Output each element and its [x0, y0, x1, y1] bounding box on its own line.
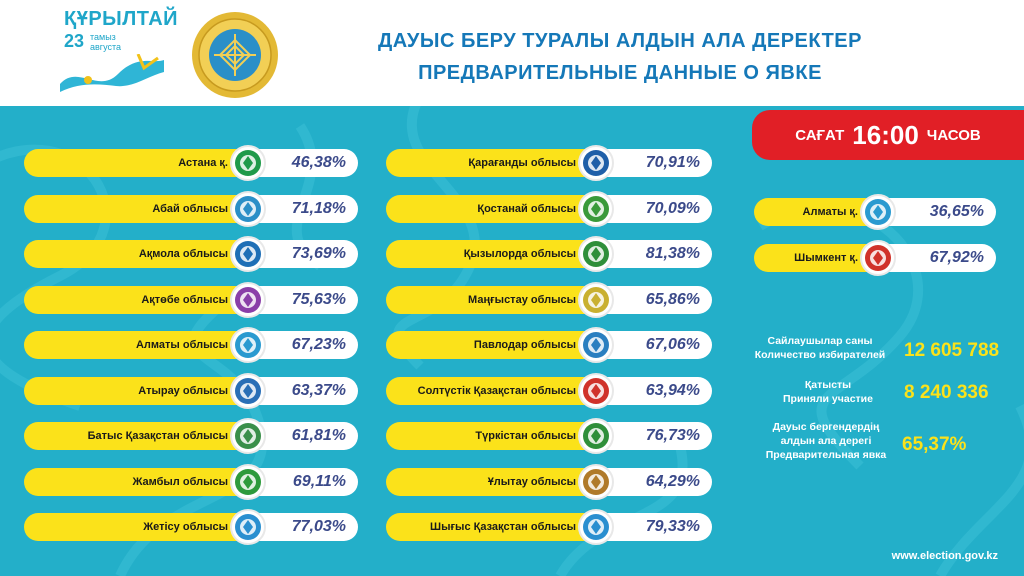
almaty-region-emblem-icon	[230, 327, 266, 363]
region-name: Алматы облысы	[24, 331, 254, 359]
region-name: Ақтөбе облысы	[24, 285, 254, 314]
time-value: 16:00	[852, 119, 919, 150]
participated-label-ru: Приняли участие	[783, 393, 873, 405]
region-row: Солтүстік Қазақстан облысы 63,94%	[386, 372, 712, 409]
region-name: Қызылорда облысы	[386, 240, 602, 268]
region-name: Маңғыстау облысы	[386, 285, 602, 314]
region-row: Шымкент қ. 67,92%	[754, 239, 996, 276]
mangystau-emblem-icon	[578, 281, 614, 318]
region-row: Жамбыл облысы 69,11%	[24, 463, 358, 500]
region-row: Қостанай облысы 70,09%	[386, 190, 712, 227]
turkistan-emblem-icon	[578, 418, 614, 454]
region-name: Түркістан облысы	[386, 422, 602, 450]
region-name: Шығыс Қазақстан облысы	[386, 513, 602, 541]
region-row: Батыс Қазақстан облысы 61,81%	[24, 418, 358, 454]
region-row: Қарағанды облысы 70,91%	[386, 145, 712, 181]
region-name: Жамбыл облысы	[24, 467, 254, 496]
region-row: Түркістан облысы 76,73%	[386, 418, 712, 454]
logo-sub-kz: тамыз	[90, 32, 116, 42]
region-row: Қызылорда облысы 81,38%	[386, 236, 712, 272]
region-row: Абай облысы 71,18%	[24, 190, 358, 227]
region-name: Атырау облысы	[24, 376, 254, 405]
kyzylorda-emblem-icon	[578, 236, 614, 272]
logo-title: ҚҰРЫЛТАЙ	[64, 8, 179, 30]
participated-value: 8 240 336	[904, 382, 989, 403]
region-row: Шығыс Қазақстан облысы 79,33%	[386, 509, 712, 545]
voters-label-kz: Сайлаушылар саны	[767, 335, 873, 347]
flag-ribbon-icon	[60, 54, 164, 92]
turnout-label-kz1: Дауыс бергендердің	[772, 421, 880, 433]
akmola-emblem-icon	[230, 236, 266, 272]
north-kazakhstan-emblem-icon	[578, 372, 614, 409]
region-row: Алматы облысы 67,23%	[24, 327, 358, 363]
turnout-label-ru: Предварительная явка	[765, 449, 887, 461]
region-row: Алматы қ. 36,65%	[754, 194, 996, 230]
almaty-city-emblem-icon	[860, 194, 896, 230]
voters-label-ru: Количество избирателей	[754, 349, 886, 361]
region-row: Ақтөбе облысы 75,63%	[24, 281, 358, 318]
region-name: Батыс Қазақстан облысы	[24, 422, 254, 450]
logo-number: 23	[64, 31, 85, 51]
region-row: Атырау облысы 63,37%	[24, 372, 358, 409]
turnout-label-kz2: алдын ала дерегі	[780, 435, 872, 447]
voters-label: Сайлаушылар саны Количество избирателей	[740, 334, 900, 362]
atyrau-emblem-icon	[230, 372, 266, 409]
participated-label: Қатысты Приняли участие	[760, 378, 896, 406]
region-row: Астана қ. 46,38%	[24, 145, 358, 181]
region-row: Павлодар облысы 67,06%	[386, 327, 712, 363]
region-name: Ұлытау облысы	[386, 467, 602, 496]
kurultai-logo: ҚҰРЫЛТАЙ 23 тамыз августа	[58, 6, 178, 98]
region-name: Павлодар облысы	[386, 331, 602, 359]
website-link[interactable]: www.election.gov.kz	[891, 550, 998, 562]
east-kazakhstan-emblem-icon	[578, 509, 614, 545]
logo-sub-ru: августа	[90, 42, 121, 52]
region-name: Қостанай облысы	[386, 194, 602, 223]
page-title-kz: ДАУЫС БЕРУ ТУРАЛЫ АЛДЫН АЛА ДЕРЕКТЕР	[378, 30, 862, 52]
header: ҚҰРЫЛТАЙ 23 тамыз августа ДАУЫС БЕРУ ТУР…	[0, 0, 1024, 106]
ulytau-emblem-icon	[578, 463, 614, 500]
region-name: Ақмола облысы	[24, 240, 254, 268]
time-suffix: ЧАСОВ	[926, 126, 981, 144]
region-row: Жетісу облысы 77,03%	[24, 509, 358, 545]
zhetisu-emblem-icon	[230, 509, 266, 545]
voters-value: 12 605 788	[904, 340, 1000, 361]
region-name: Қарағанды облысы	[386, 149, 602, 177]
cec-seal-icon	[192, 12, 278, 98]
logo-date-sub: тамыз августа	[90, 32, 121, 52]
pavlodar-emblem-icon	[578, 327, 614, 363]
time-prefix: САҒАТ	[795, 126, 845, 144]
karaganda-emblem-icon	[578, 145, 614, 181]
participated-label-kz: Қатысты	[804, 379, 852, 391]
astana-emblem-icon	[230, 145, 266, 181]
turnout-value: 65,37%	[902, 434, 967, 455]
region-name: Астана қ.	[24, 149, 254, 177]
region-row: Маңғыстау облысы 65,86%	[386, 281, 712, 318]
kostanay-emblem-icon	[578, 190, 614, 227]
results-panel: САҒАТ 16:00 ЧАСОВ Астана қ. 46,38% Абай об…	[0, 106, 1024, 576]
turnout-label: Дауыс бергендердің алдын ала дерегі Пред…	[752, 420, 900, 462]
region-name: Абай облысы	[24, 194, 254, 223]
zhambyl-emblem-icon	[230, 463, 266, 500]
page-title-ru: ПРЕДВАРИТЕЛЬНЫЕ ДАННЫЕ О ЯВКЕ	[418, 62, 822, 84]
region-name: Жетісу облысы	[24, 513, 254, 541]
shymkent-emblem-icon	[860, 239, 896, 276]
region-name: Солтүстік Қазақстан облысы	[386, 376, 602, 405]
abai-emblem-icon	[230, 190, 266, 227]
time-badge: САҒАТ 16:00 ЧАСОВ	[752, 110, 1024, 160]
region-row: Ұлытау облысы 64,29%	[386, 463, 712, 500]
region-row: Ақмола облысы 73,69%	[24, 236, 358, 272]
west-kazakhstan-emblem-icon	[230, 418, 266, 454]
aktobe-emblem-icon	[230, 281, 266, 318]
